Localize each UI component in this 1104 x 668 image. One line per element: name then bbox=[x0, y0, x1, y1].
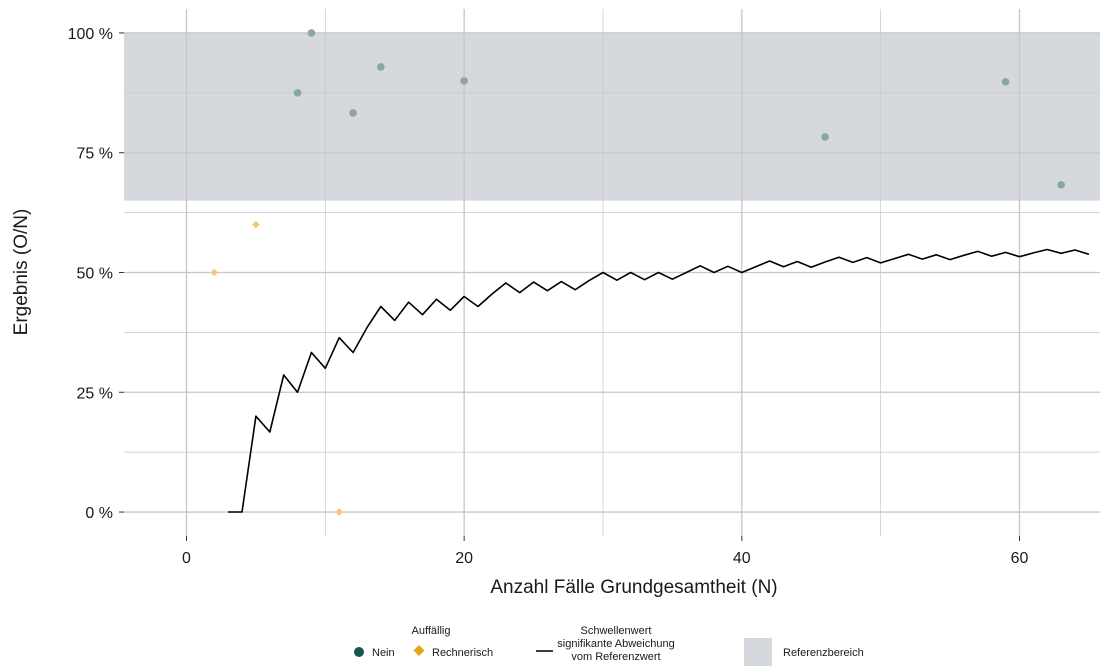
x-tick-label: 0 bbox=[182, 550, 191, 567]
legend-label-nein: Nein bbox=[372, 647, 395, 659]
legend-label-threshold-line2: vom Referenzwert bbox=[571, 651, 660, 663]
point-nein bbox=[349, 109, 357, 117]
y-tick-label: 100 % bbox=[68, 26, 113, 43]
point-rechnerisch bbox=[252, 220, 260, 229]
x-tick-label: 60 bbox=[1011, 550, 1029, 567]
point-rechnerisch bbox=[210, 268, 219, 277]
point-nein bbox=[1001, 78, 1010, 86]
y-tick-label: 75 % bbox=[77, 146, 113, 163]
legend-marker-rechnerisch bbox=[413, 645, 425, 656]
legend-marker-nein bbox=[354, 647, 364, 657]
point-nein bbox=[307, 29, 316, 37]
legend-title-auffaellig: Auffällig bbox=[412, 625, 451, 637]
axes: 0 20 40 60 0 % 25 % 50 % 75 % 100 % bbox=[68, 26, 1029, 567]
legend-title-threshold: Schwellenwert bbox=[581, 625, 652, 637]
point-nein bbox=[821, 133, 829, 141]
x-tick-label: 20 bbox=[455, 550, 473, 567]
point-rechnerisch bbox=[335, 508, 343, 516]
legend-label-rechnerisch: Rechnerisch bbox=[432, 647, 493, 659]
reference-range-band bbox=[124, 32, 1100, 201]
point-nein bbox=[377, 63, 385, 71]
plot-panel bbox=[124, 9, 1100, 536]
y-tick-label: 0 % bbox=[85, 505, 113, 522]
y-tick-label: 50 % bbox=[77, 266, 113, 283]
point-nein bbox=[460, 77, 468, 85]
legend-label-referenzbereich: Referenzbereich bbox=[783, 647, 864, 659]
legend-marker-referenzbereich bbox=[744, 638, 772, 666]
y-tick-label: 25 % bbox=[77, 385, 113, 402]
x-tick-label: 40 bbox=[733, 550, 751, 567]
y-axis-title: Ergebnis (O/N) bbox=[11, 209, 32, 336]
point-nein bbox=[293, 89, 302, 97]
legend: Auffällig Nein Rechnerisch Schwellenwert… bbox=[354, 625, 864, 666]
threshold-line bbox=[228, 248, 1090, 513]
legend-label-threshold-line1: signifikante Abweichung bbox=[557, 638, 674, 650]
point-nein bbox=[1057, 181, 1065, 189]
x-axis-title: Anzahl Fälle Grundgesamtheit (N) bbox=[490, 577, 777, 598]
